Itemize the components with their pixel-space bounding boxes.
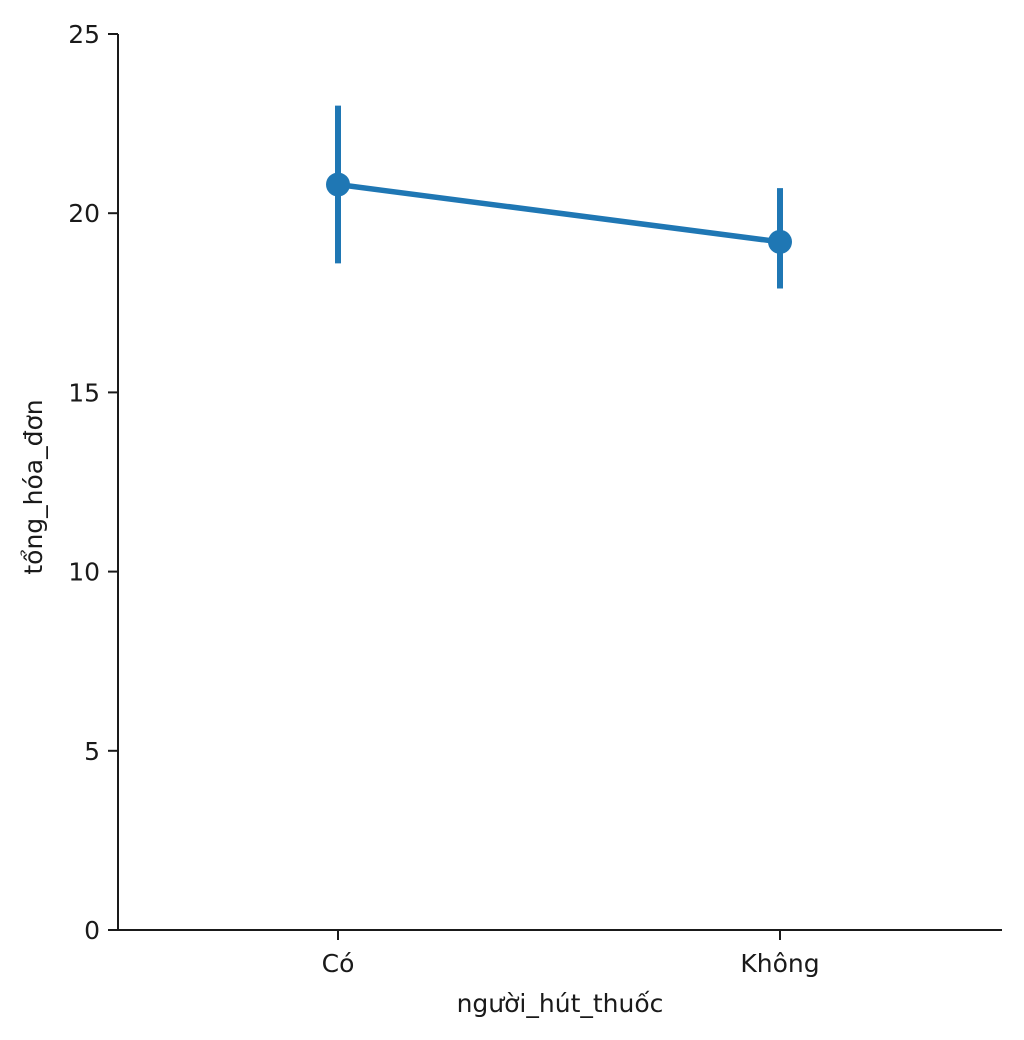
y-tick-label: 10 (68, 558, 100, 587)
data-point (326, 172, 350, 197)
y-axis: 0 5 10 15 20 25 (68, 20, 119, 945)
x-axis-label: người_hút_thuốc (457, 989, 664, 1018)
y-tick-label: 20 (68, 199, 100, 228)
series-layer (326, 105, 792, 289)
x-tick-label: Có (322, 949, 355, 978)
y-tick-label: 5 (84, 737, 100, 766)
data-point (768, 229, 792, 254)
y-tick-label: 0 (84, 916, 100, 945)
y-tick-label: 15 (68, 378, 100, 407)
y-tick-label: 25 (68, 20, 100, 49)
series-line (335, 181, 783, 245)
x-axis: Có Không (118, 929, 1002, 978)
y-axis-label: tổng_hóa_đơn (19, 399, 48, 574)
x-tick-label: Không (740, 949, 819, 978)
